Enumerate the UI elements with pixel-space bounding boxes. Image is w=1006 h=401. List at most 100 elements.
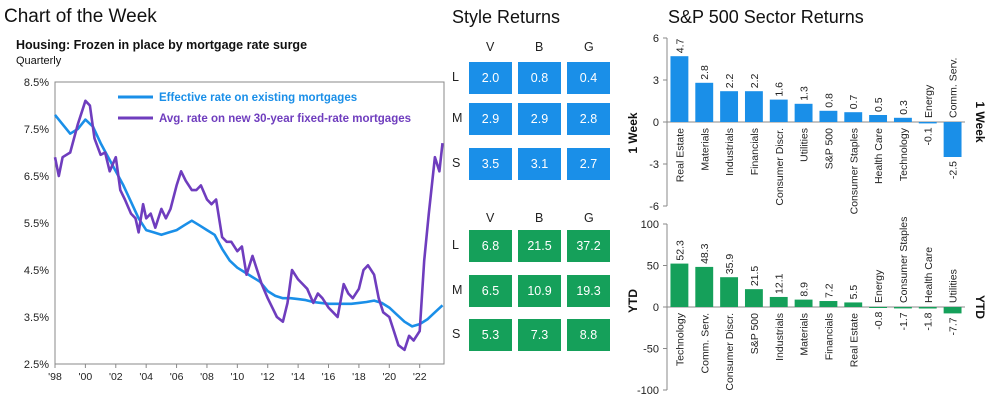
- y-tick-label: 2.5%: [24, 359, 49, 371]
- bar-category-label: S&P 500: [749, 313, 761, 354]
- x-tick-label: '18: [352, 371, 366, 383]
- style-cell-week: 0.8: [518, 62, 561, 94]
- style-period-label: 1 Week: [626, 112, 640, 154]
- bar-category-label: S&P 500: [823, 128, 835, 169]
- bar-value-label: 2.2: [749, 73, 761, 88]
- bar-value-label: 48.3: [699, 243, 711, 264]
- y-tick-label: 3.5%: [24, 312, 49, 324]
- bar-value-label: 35.9: [724, 254, 736, 275]
- bar-11: [943, 122, 962, 157]
- y-tick-label: 4.5%: [24, 265, 49, 277]
- style-row-label: M: [452, 111, 463, 125]
- style-cell-ytd: 7.3: [518, 319, 561, 351]
- bar-value-label: 21.5: [749, 266, 761, 287]
- y-tick-label: 0: [653, 117, 659, 129]
- bar-10: [918, 122, 937, 124]
- bar-value-label: 4.7: [674, 38, 686, 53]
- period-label: 1 Week: [973, 101, 987, 142]
- style-cell-week: 3.1: [518, 148, 561, 180]
- style-period-label: YTD: [626, 289, 640, 313]
- style-cell-week: 2.9: [469, 103, 512, 135]
- y-tick-label: 3: [653, 75, 659, 87]
- style-returns-title: Style Returns: [452, 7, 561, 27]
- bar-category-label: Comm. Serv.: [948, 58, 960, 118]
- y-tick-label: 7.5%: [24, 124, 49, 136]
- x-tick-label: '14: [291, 371, 305, 383]
- bar-category-label: Financials: [823, 313, 835, 360]
- bar-category-label: Energy: [873, 269, 885, 303]
- bar-category-label: Utilities: [948, 269, 960, 303]
- style-column-header: G: [584, 40, 594, 54]
- style-cell-ytd: 10.9: [518, 275, 561, 307]
- bar-5: [794, 103, 813, 122]
- style-cell-ytd: 6.5: [469, 275, 512, 307]
- bar-value-label: 0.3: [898, 100, 910, 115]
- bar-5: [794, 299, 813, 307]
- sector-returns-title: S&P 500 Sector Returns: [668, 7, 864, 27]
- style-column-header: B: [535, 211, 544, 225]
- plot-frame: [54, 81, 445, 365]
- style-cell-ytd: 37.2: [567, 230, 610, 262]
- x-tick-label: '16: [322, 371, 336, 383]
- bar-category-label: Utilities: [799, 128, 811, 162]
- style-cell-ytd: 5.3: [469, 319, 512, 351]
- bar-category-label: Technology: [674, 312, 686, 366]
- bar-value-label: -0.1: [923, 127, 935, 145]
- frequency-label: Quarterly: [16, 55, 62, 67]
- style-cell-week: 2.9: [518, 103, 561, 135]
- bar-value-label: -2.5: [948, 161, 960, 179]
- y-tick-label: 0: [653, 302, 659, 314]
- y-tick-label: 5.5%: [24, 218, 49, 230]
- bar-value-label: 1.3: [799, 86, 811, 101]
- bar-1: [695, 266, 714, 307]
- bar-3: [744, 289, 763, 307]
- bar-value-label: -7.7: [948, 317, 960, 335]
- legend-label: Effective rate on existing mortgages: [159, 92, 357, 104]
- bar-category-label: Consumer Staples: [898, 217, 910, 303]
- bar-value-label: 0.8: [823, 93, 835, 108]
- bar-4: [769, 99, 788, 122]
- bar-value-label: -1.8: [923, 312, 935, 330]
- bar-0: [670, 56, 689, 123]
- bar-value-label: -1.7: [898, 312, 910, 330]
- bar-value-label: 12.1: [774, 273, 786, 294]
- bar-category-label: Consumer Discr.: [774, 128, 786, 206]
- series-line-2: [53, 99, 444, 352]
- style-row-label: L: [452, 238, 459, 252]
- x-tick-label: '06: [170, 371, 184, 383]
- sector-ytd-chart: -100 -50 0 50 100 52.3 Technology 48.3 Comm. Ser…: [637, 217, 987, 397]
- bar-category-label: Industrials: [724, 128, 736, 176]
- y-tick-label: -50: [643, 344, 659, 356]
- x-tick-label: '02: [109, 371, 123, 383]
- bar-category-label: Health Care: [923, 247, 935, 303]
- bar-category-label: Health Care: [873, 128, 885, 184]
- x-tick-label: '08: [200, 371, 214, 383]
- bar-2: [720, 277, 739, 307]
- style-cell-week: 2.8: [567, 103, 610, 135]
- bar-9: [893, 307, 912, 309]
- sector-week-chart: -6 -3 0 3 6 4.7 Real Estate 2.8 Materials 2.2 Indu…: [649, 33, 987, 214]
- bar-category-label: Industrials: [774, 313, 786, 361]
- bar-1: [695, 82, 714, 122]
- bar-value-label: 5.5: [848, 285, 860, 300]
- bar-category-label: Materials: [799, 313, 811, 356]
- bar-3: [744, 91, 763, 122]
- bar-value-label: 0.7: [848, 94, 860, 109]
- bar-value-label: 8.9: [799, 282, 811, 297]
- bar-value-label: 1.6: [774, 82, 786, 97]
- style-cell-week: 2.7: [567, 148, 610, 180]
- y-tick-label: 6: [653, 33, 659, 45]
- bar-11: [943, 307, 962, 314]
- bar-category-label: Financials: [749, 128, 761, 175]
- chart-title: Chart of the Week: [4, 6, 157, 27]
- bar-value-label: 2.2: [724, 73, 736, 88]
- legend-label: Avg. rate on new 30-year fixed-rate mort…: [159, 113, 411, 125]
- y-tick-label: 8.5%: [24, 77, 49, 89]
- chart-subtitle: Housing: Frozen in place by mortgage rat…: [16, 38, 308, 52]
- bar-0: [670, 263, 689, 307]
- bar-10: [918, 307, 937, 309]
- y-tick-label: 6.5%: [24, 171, 49, 183]
- bar-value-label: 2.8: [699, 65, 711, 80]
- line-chart: 2.5% 3.5% 4.5% 5.5% 6.5% 7.5% 8.5% '98 '00 '02 '04…: [24, 77, 445, 383]
